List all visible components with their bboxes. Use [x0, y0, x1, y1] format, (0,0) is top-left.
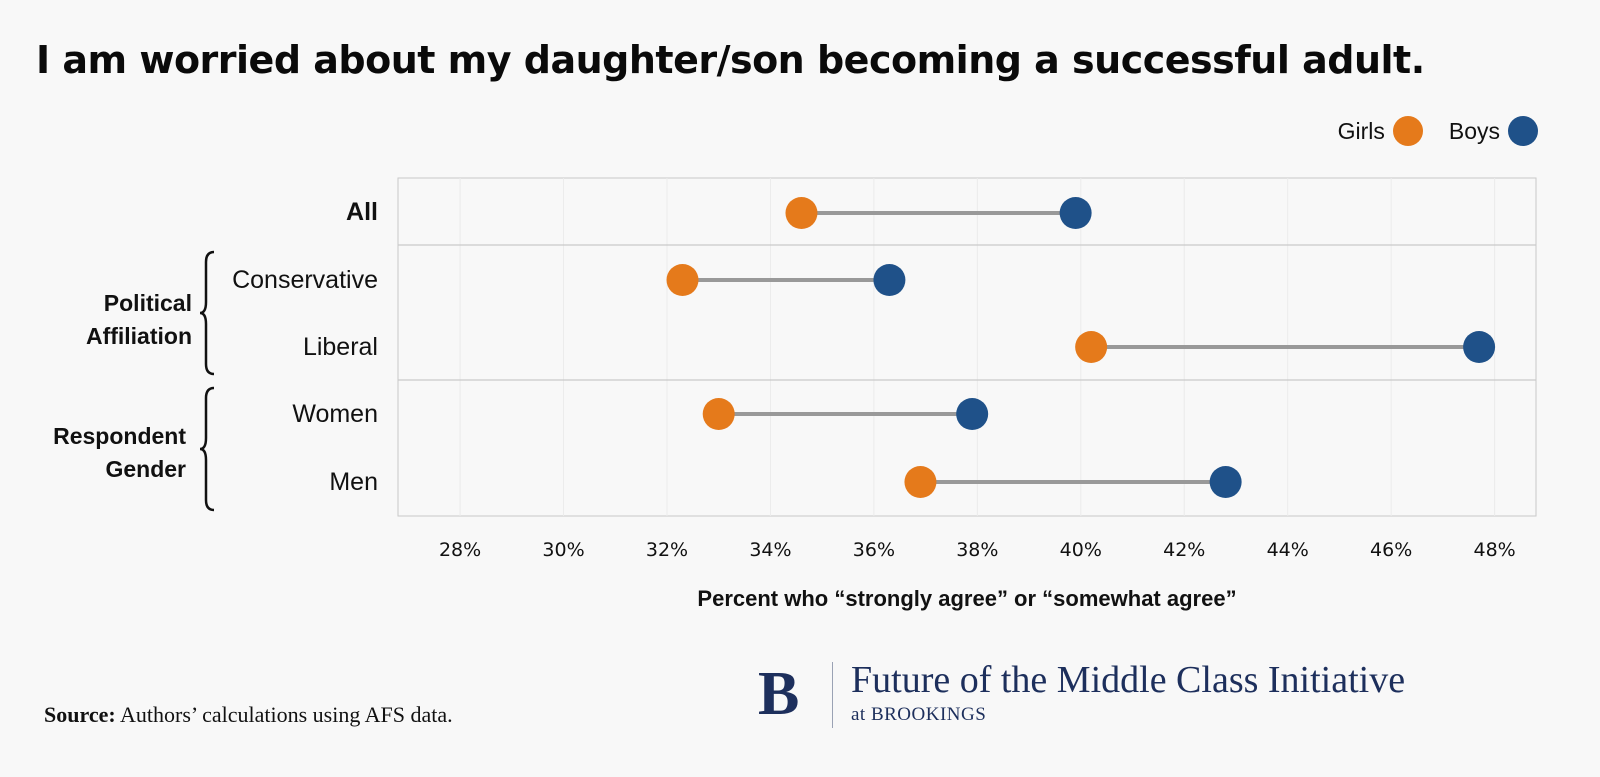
x-tick-label: 46% — [1370, 539, 1412, 561]
x-tick-label: 34% — [749, 539, 791, 561]
source-text: Authors’ calculations using AFS data. — [115, 702, 453, 727]
brand-divider — [832, 662, 833, 728]
group-label-political-line1: Political — [103, 290, 192, 316]
x-tick-label: 30% — [542, 539, 584, 561]
group-label-gender: Respondent Gender — [30, 420, 186, 486]
source-note: Source: Authors’ calculations using AFS … — [44, 702, 453, 728]
legend-item-boys: Boys — [1449, 116, 1538, 146]
legend: Girls Boys — [1312, 116, 1538, 146]
brookings-logo: B — [758, 660, 800, 728]
boys-point — [873, 264, 906, 296]
boys-point — [956, 398, 989, 430]
x-axis-label: Percent who “strongly agree” or “somewha… — [697, 586, 1237, 611]
legend-item-girls: Girls — [1338, 116, 1423, 146]
x-tick-label: 42% — [1163, 539, 1205, 561]
girls-point — [904, 466, 937, 498]
girls-point — [1075, 331, 1108, 363]
legend-label-girls: Girls — [1337, 117, 1385, 144]
row-label-men: Men — [329, 468, 378, 496]
brand-text: Future of the Middle Class Initiative at… — [851, 658, 1405, 726]
boys-point — [1463, 331, 1496, 363]
brace-gender — [199, 386, 215, 512]
x-tick-label: 48% — [1474, 539, 1516, 561]
row-label-all: All — [346, 198, 378, 226]
group-label-political-line2: Affiliation — [85, 323, 192, 349]
girls-point — [666, 264, 699, 296]
legend-swatch-boys — [1508, 116, 1538, 146]
x-tick-label: 44% — [1267, 539, 1309, 561]
row-label-conservative: Conservative — [232, 266, 378, 294]
group-label-gender-line2: Gender — [105, 456, 186, 482]
row-label-liberal: Liberal — [302, 333, 378, 361]
group-label-political: Political Affiliation — [60, 287, 192, 353]
legend-swatch-girls — [1392, 116, 1423, 146]
girls-point — [702, 398, 735, 430]
x-tick-label: 28% — [439, 539, 481, 561]
brookings-brand: B Future of the Middle Class Initiative … — [758, 658, 1405, 730]
chart-title: I am worried about my daughter/son becom… — [36, 38, 1425, 82]
source-label: Source: — [44, 702, 116, 727]
boys-point — [1209, 466, 1242, 498]
x-tick-label: 40% — [1060, 539, 1102, 561]
girls-point — [785, 197, 818, 229]
x-tick-label: 36% — [853, 539, 895, 561]
brand-subtitle: at BROOKINGS — [851, 704, 987, 725]
x-tick-label: 38% — [956, 539, 998, 561]
row-label-women: Women — [292, 400, 378, 428]
group-label-gender-line1: Respondent — [53, 423, 186, 449]
x-tick-label: 32% — [646, 539, 688, 561]
brace-political — [199, 250, 215, 376]
legend-label-boys: Boys — [1448, 117, 1500, 144]
brand-name: Future of the Middle Class Initiative — [851, 659, 1406, 701]
boys-point — [1059, 197, 1092, 229]
